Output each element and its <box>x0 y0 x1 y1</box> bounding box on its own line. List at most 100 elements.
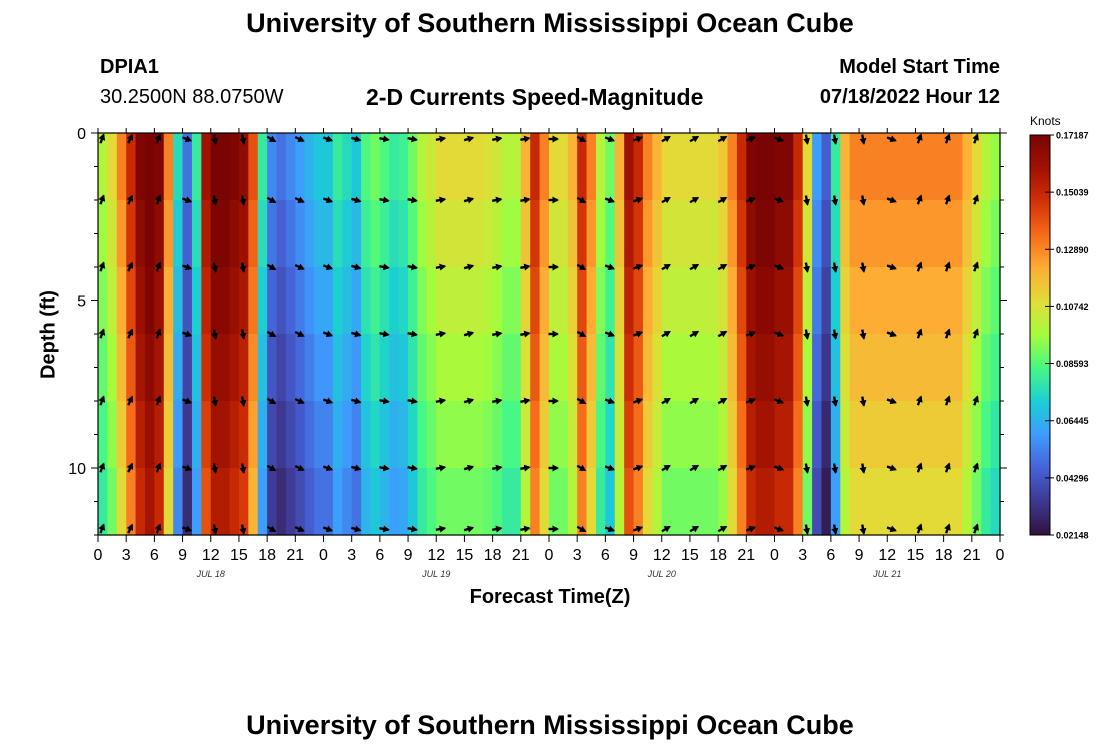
heatmap-cell <box>426 200 437 268</box>
arrow-head <box>239 399 247 407</box>
heatmap-cell <box>502 468 513 536</box>
day-label: JUL 19 <box>421 569 450 579</box>
heatmap-cell <box>530 334 541 402</box>
heatmap-cell <box>680 267 691 335</box>
heatmap-cell <box>727 267 738 335</box>
arrow-head <box>552 330 559 338</box>
heatmap-cell <box>821 267 832 335</box>
arrow-head <box>325 397 334 405</box>
heatmap-cell <box>549 267 559 335</box>
heatmap-cell <box>549 401 559 469</box>
heatmap-cell <box>680 200 691 268</box>
current-arrow <box>351 135 362 143</box>
arrow-head <box>354 397 362 405</box>
heatmap-cell <box>135 200 146 268</box>
arrow-head <box>154 261 162 269</box>
arrow-head <box>719 398 728 405</box>
heatmap-cell <box>934 133 945 201</box>
current-arrow <box>491 196 503 204</box>
arrow-head <box>382 397 390 405</box>
heatmap-cell <box>567 334 578 402</box>
heatmap-cell <box>464 267 475 335</box>
colorbar-unit: Knots <box>1030 114 1061 128</box>
current-arrow <box>886 464 897 472</box>
heatmap-cell <box>699 267 710 335</box>
heatmap-cell <box>98 401 108 469</box>
heatmap-cell <box>915 468 926 536</box>
arrow-head <box>972 261 979 269</box>
current-arrow <box>351 397 362 405</box>
heatmap-cell <box>135 334 146 402</box>
heatmap-cell <box>802 468 813 536</box>
current-arrow <box>632 397 644 405</box>
arrow-head <box>803 527 810 535</box>
arrow-head <box>776 525 785 533</box>
arrow-head <box>663 197 671 204</box>
arrow-head <box>382 525 390 533</box>
heatmap-cell <box>802 334 813 402</box>
heatmap-cell <box>304 468 315 536</box>
arrow-head <box>831 332 839 340</box>
heatmap-cell <box>455 334 466 402</box>
heatmap-cell <box>793 334 804 402</box>
arrow-head <box>211 198 219 206</box>
heatmap-cell <box>586 200 597 268</box>
heatmap-cell <box>577 267 588 335</box>
current-arrow <box>98 261 106 272</box>
heatmap-cell <box>492 267 503 335</box>
heatmap-cell <box>323 133 334 201</box>
x-tick-label: 0 <box>545 547 554 564</box>
current-arrow <box>661 525 671 533</box>
current-arrow <box>435 397 447 405</box>
heatmap-cell <box>699 133 710 201</box>
arrow-head <box>748 525 756 533</box>
x-tick-label: 0 <box>996 547 1005 564</box>
current-arrow <box>859 262 867 273</box>
heatmap-cell <box>934 267 945 335</box>
arrow-head <box>691 331 700 338</box>
heatmap-cell <box>577 200 588 268</box>
y-axis-ticks: 0 5 10 <box>68 126 1007 536</box>
current-arrow <box>239 463 247 474</box>
heatmap-cell <box>144 200 155 268</box>
current-arrow <box>972 328 979 339</box>
heatmap-cell <box>483 334 494 402</box>
heatmap-cell <box>708 133 719 201</box>
heatmap-cell <box>718 401 729 469</box>
heatmap-cell <box>830 401 841 469</box>
current-arrow <box>859 396 867 407</box>
current-arrow <box>745 135 756 143</box>
current-arrow <box>294 135 305 142</box>
current-arrow <box>98 133 106 144</box>
x-tick-label: 15 <box>230 547 248 564</box>
current-arrow <box>211 134 219 145</box>
x-tick-label: 6 <box>150 547 159 564</box>
heatmap-cell <box>953 468 964 536</box>
heatmap-cell <box>586 334 597 402</box>
heatmap-cell <box>605 468 616 536</box>
heatmap-cell <box>943 334 954 402</box>
heatmap-cell <box>332 468 343 536</box>
arrow-head <box>268 464 277 471</box>
heatmap-cell <box>323 401 334 469</box>
arrow-head <box>239 198 247 206</box>
heatmap-cell <box>727 468 738 536</box>
heatmap-cell <box>915 267 926 335</box>
heatmap-cell <box>727 401 738 469</box>
current-arrow <box>266 135 277 143</box>
current-arrow <box>831 329 839 340</box>
heatmap-cell <box>981 334 992 402</box>
heatmap-cell <box>473 200 484 268</box>
current-arrow <box>972 261 979 272</box>
heatmap-cell <box>699 334 710 402</box>
arrow-head <box>889 397 897 405</box>
x-tick-label: 12 <box>653 547 671 564</box>
heatmap-cell <box>793 267 804 335</box>
heatmap-cell <box>511 200 522 268</box>
heatmap-cell <box>267 334 278 402</box>
heatmap-cell <box>342 267 353 335</box>
heatmap-cell <box>859 133 870 201</box>
heatmap-cell <box>276 401 287 469</box>
heatmap-cell <box>323 334 334 402</box>
heatmap-cell <box>379 401 390 469</box>
